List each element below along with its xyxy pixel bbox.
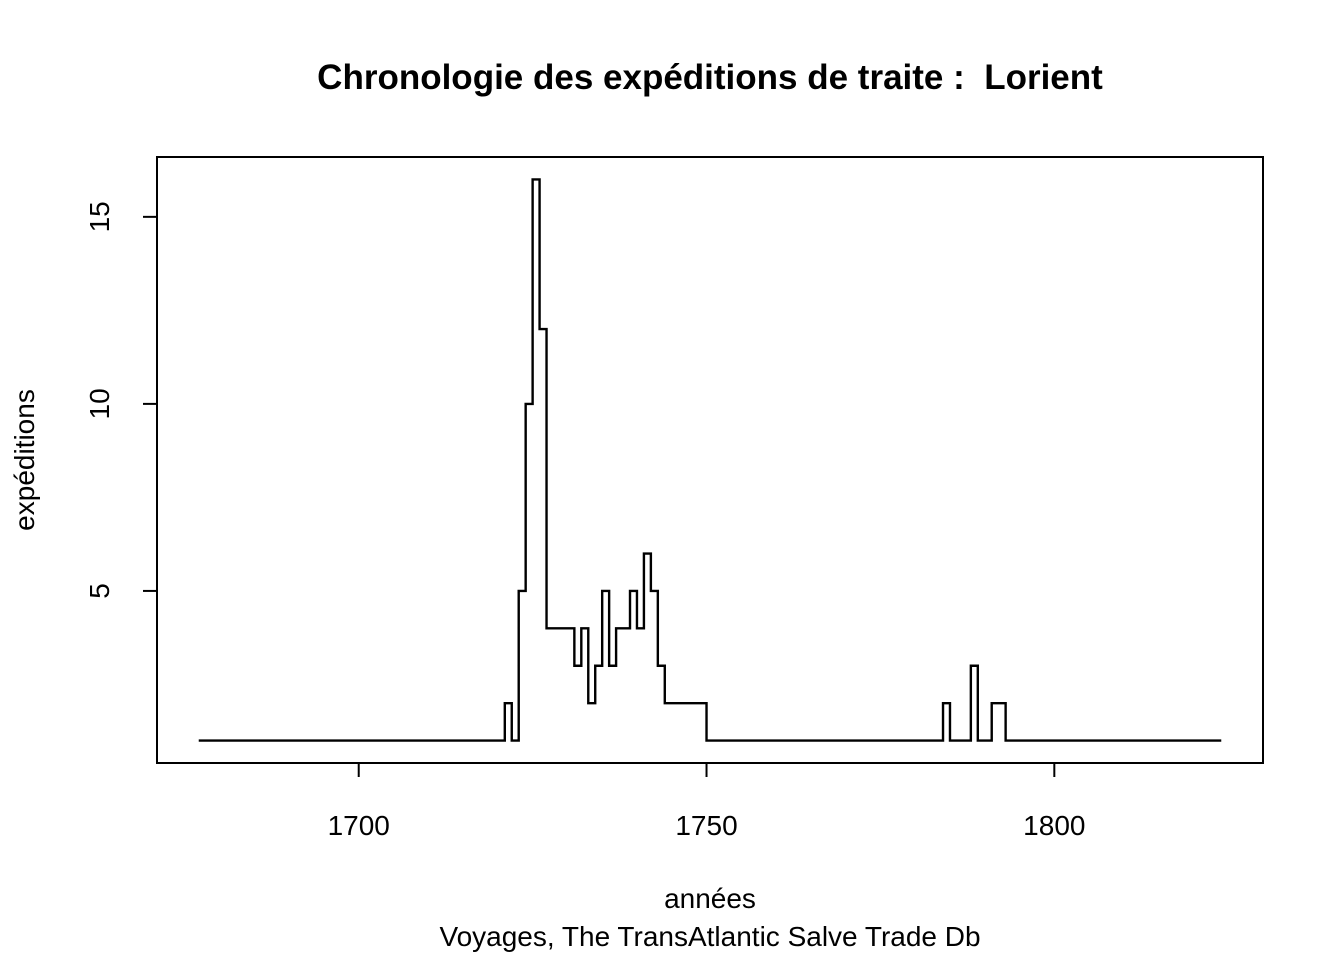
y-tick-label: 15 (84, 201, 115, 232)
series-group (198, 178, 1222, 742)
source-caption: Voyages, The TransAtlantic Salve Trade D… (439, 921, 981, 952)
x-axis-label: années (664, 883, 756, 914)
chart-title: Chronologie des expéditions de traite : … (317, 58, 1103, 97)
y-axis-label: expéditions (9, 389, 40, 531)
x-axis: 1700 1750 1800 (328, 762, 1085, 841)
y-tick-label: 10 (84, 388, 115, 419)
plot-frame (156, 156, 1264, 764)
x-tick-label: 1750 (675, 810, 737, 841)
y-axis: 5 10 15 (84, 201, 158, 599)
series-line-0 (198, 178, 1222, 742)
y-tick-label: 5 (84, 583, 115, 599)
x-tick-label: 1800 (1023, 810, 1085, 841)
x-tick-label: 1700 (328, 810, 390, 841)
